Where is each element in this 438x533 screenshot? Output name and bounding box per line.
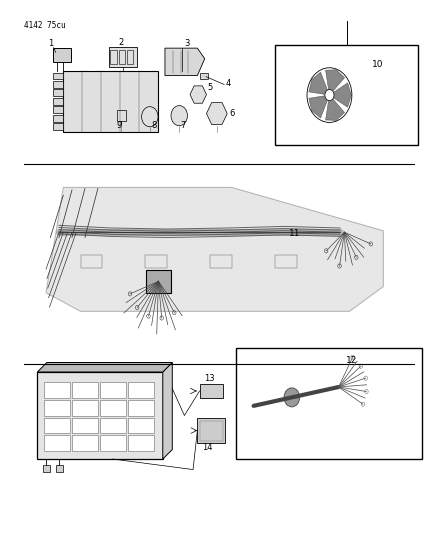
Polygon shape xyxy=(37,362,172,372)
Bar xyxy=(72,382,98,398)
Text: 4142 75cu: 4142 75cu xyxy=(25,21,66,30)
Bar xyxy=(236,348,422,459)
Polygon shape xyxy=(329,83,351,107)
Bar xyxy=(200,73,208,79)
Bar xyxy=(53,81,64,88)
Bar xyxy=(128,400,154,416)
Bar xyxy=(44,382,70,398)
Polygon shape xyxy=(309,95,329,118)
Bar xyxy=(72,435,98,451)
Polygon shape xyxy=(325,70,345,95)
Bar xyxy=(81,255,102,268)
Bar xyxy=(44,418,70,433)
Circle shape xyxy=(284,388,300,407)
Bar xyxy=(53,124,64,130)
Bar xyxy=(119,50,125,64)
Bar xyxy=(44,435,70,451)
Bar xyxy=(72,400,98,416)
Text: 6: 6 xyxy=(230,109,235,118)
Bar xyxy=(198,418,226,443)
Bar xyxy=(53,107,64,114)
Bar xyxy=(128,435,154,451)
Bar xyxy=(64,71,159,132)
Bar xyxy=(275,255,297,268)
Bar xyxy=(53,115,64,122)
Text: 1: 1 xyxy=(48,39,53,48)
Bar xyxy=(53,90,64,96)
Text: 8: 8 xyxy=(151,122,156,130)
Text: 11: 11 xyxy=(289,229,300,238)
Bar xyxy=(210,255,232,268)
Polygon shape xyxy=(325,95,345,120)
Text: 4: 4 xyxy=(226,78,231,87)
Bar xyxy=(200,384,223,398)
Polygon shape xyxy=(46,188,383,311)
Bar xyxy=(72,418,98,433)
Bar xyxy=(53,72,64,79)
Circle shape xyxy=(171,106,187,126)
Bar xyxy=(100,382,126,398)
Circle shape xyxy=(325,90,334,101)
Bar xyxy=(56,465,64,472)
Bar xyxy=(53,98,64,105)
Text: 2: 2 xyxy=(119,38,124,47)
Bar xyxy=(100,418,126,433)
Bar xyxy=(128,382,154,398)
Text: 3: 3 xyxy=(184,39,190,48)
Bar xyxy=(110,50,117,64)
Text: 14: 14 xyxy=(202,442,213,451)
Polygon shape xyxy=(309,72,329,95)
Bar xyxy=(42,465,50,472)
Bar xyxy=(128,418,154,433)
Bar xyxy=(275,45,418,145)
Bar xyxy=(117,110,126,122)
Bar xyxy=(44,400,70,416)
Text: 10: 10 xyxy=(372,60,384,69)
Bar xyxy=(100,435,126,451)
Text: 13: 13 xyxy=(204,375,215,383)
Circle shape xyxy=(141,107,158,127)
Bar xyxy=(145,255,167,268)
Polygon shape xyxy=(190,86,206,103)
Text: 7: 7 xyxy=(180,121,186,130)
Bar xyxy=(200,421,223,441)
Polygon shape xyxy=(163,362,172,459)
Polygon shape xyxy=(165,48,205,76)
Text: 5: 5 xyxy=(208,83,213,92)
Text: 12: 12 xyxy=(346,356,357,365)
Bar xyxy=(109,47,137,67)
Polygon shape xyxy=(206,102,227,125)
Bar xyxy=(127,50,133,64)
Bar xyxy=(146,270,170,293)
Bar xyxy=(53,48,71,62)
Bar xyxy=(37,372,163,459)
Bar xyxy=(100,400,126,416)
Text: 9: 9 xyxy=(117,122,122,130)
